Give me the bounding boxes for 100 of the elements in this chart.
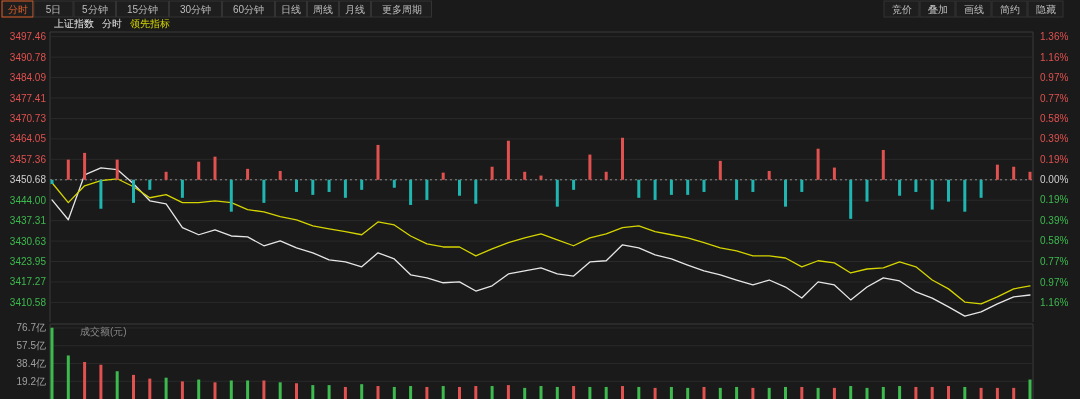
bar <box>637 179 641 198</box>
text: 简约 <box>999 4 1020 15</box>
bar <box>506 140 510 180</box>
text: 5分钟 <box>81 4 108 15</box>
bar <box>767 170 771 180</box>
text: 30分钟 <box>179 4 212 15</box>
y-tick-label: 3450.68 <box>9 174 47 186</box>
bar <box>164 377 168 399</box>
bar <box>588 386 592 399</box>
bar <box>1012 166 1016 180</box>
bar <box>360 384 364 399</box>
bar <box>686 387 690 399</box>
bar <box>865 179 869 202</box>
y2-tick-label: 0.97% <box>1040 71 1069 83</box>
bar <box>409 386 413 399</box>
bar <box>653 179 657 200</box>
bar <box>425 386 429 399</box>
bar <box>572 386 576 399</box>
text: 日线 <box>281 4 301 15</box>
bar <box>164 171 168 180</box>
bar <box>539 386 543 399</box>
bar <box>197 379 201 399</box>
bar <box>490 166 494 180</box>
bar <box>963 386 967 399</box>
bar <box>816 148 820 180</box>
y2-tick-label: 0.58% <box>1040 235 1069 247</box>
bar <box>947 179 950 202</box>
bar <box>784 386 787 399</box>
bar <box>490 386 494 399</box>
y2-tick-label: 0.77% <box>1040 255 1069 267</box>
bar <box>66 355 70 399</box>
bar <box>180 381 184 399</box>
bar <box>327 179 331 192</box>
text: 隐藏 <box>1035 4 1056 15</box>
bar <box>327 385 331 399</box>
bar <box>800 179 804 192</box>
y2-tick-label: 1.16% <box>1040 296 1069 308</box>
bar <box>702 179 706 192</box>
y2-tick-label: 0.39% <box>1040 215 1069 227</box>
bar <box>409 179 413 205</box>
bar <box>637 386 641 399</box>
bar <box>718 160 722 180</box>
bar <box>898 386 902 399</box>
y-tick-label: 3464.05 <box>9 133 47 145</box>
bar <box>343 179 347 198</box>
bar <box>441 172 445 180</box>
bar <box>99 179 103 209</box>
bar <box>849 179 853 219</box>
bar <box>311 179 315 195</box>
text: 竞价 <box>891 4 912 15</box>
bar <box>229 179 233 212</box>
y-tick-label: 3477.41 <box>9 92 47 104</box>
bar <box>148 378 152 399</box>
bar <box>881 149 885 180</box>
bar <box>539 175 543 180</box>
bar <box>66 159 70 180</box>
bar <box>83 152 87 180</box>
bar <box>148 179 152 190</box>
bar <box>441 386 445 399</box>
bar <box>669 179 673 195</box>
chart-title: 上证指数 <box>54 18 94 29</box>
y2-tick-label: 0.19% <box>1040 154 1069 166</box>
bar <box>669 386 673 399</box>
bar <box>474 386 478 399</box>
bar <box>930 386 934 399</box>
bar <box>392 386 396 399</box>
bar <box>229 380 233 399</box>
text: 领先指标 <box>130 18 170 29</box>
bar <box>930 179 934 210</box>
bar <box>800 386 804 399</box>
bar <box>50 179 54 184</box>
y2-tick-label: 0.77% <box>1040 92 1069 104</box>
bar <box>702 386 706 399</box>
bar <box>865 387 869 399</box>
bar <box>555 179 559 207</box>
bar <box>963 179 967 212</box>
bar <box>132 374 135 399</box>
y2-tick-label: 0.00% <box>1040 174 1069 186</box>
y2-tick-label: 0.39% <box>1040 133 1069 145</box>
y-tick-label: 3430.63 <box>9 235 47 247</box>
bar <box>246 168 250 180</box>
y-tick-label: 3484.09 <box>9 72 47 84</box>
bar <box>604 171 608 180</box>
bar <box>180 179 184 198</box>
bar <box>523 387 527 399</box>
bar <box>686 179 690 195</box>
bar <box>718 387 722 399</box>
bar <box>832 387 836 399</box>
y2-tick-label: 0.58% <box>1040 113 1069 125</box>
y-axis-title: 成交额(元) <box>80 326 127 337</box>
bar <box>1028 171 1032 180</box>
bar <box>572 179 576 190</box>
y-tick-label: 3417.27 <box>9 276 47 288</box>
bar <box>132 179 135 203</box>
bar <box>604 386 608 399</box>
bar <box>262 179 266 203</box>
text: 分时 <box>102 18 122 29</box>
bar <box>947 386 950 399</box>
bar <box>295 383 298 399</box>
text: 分时 <box>7 4 28 15</box>
